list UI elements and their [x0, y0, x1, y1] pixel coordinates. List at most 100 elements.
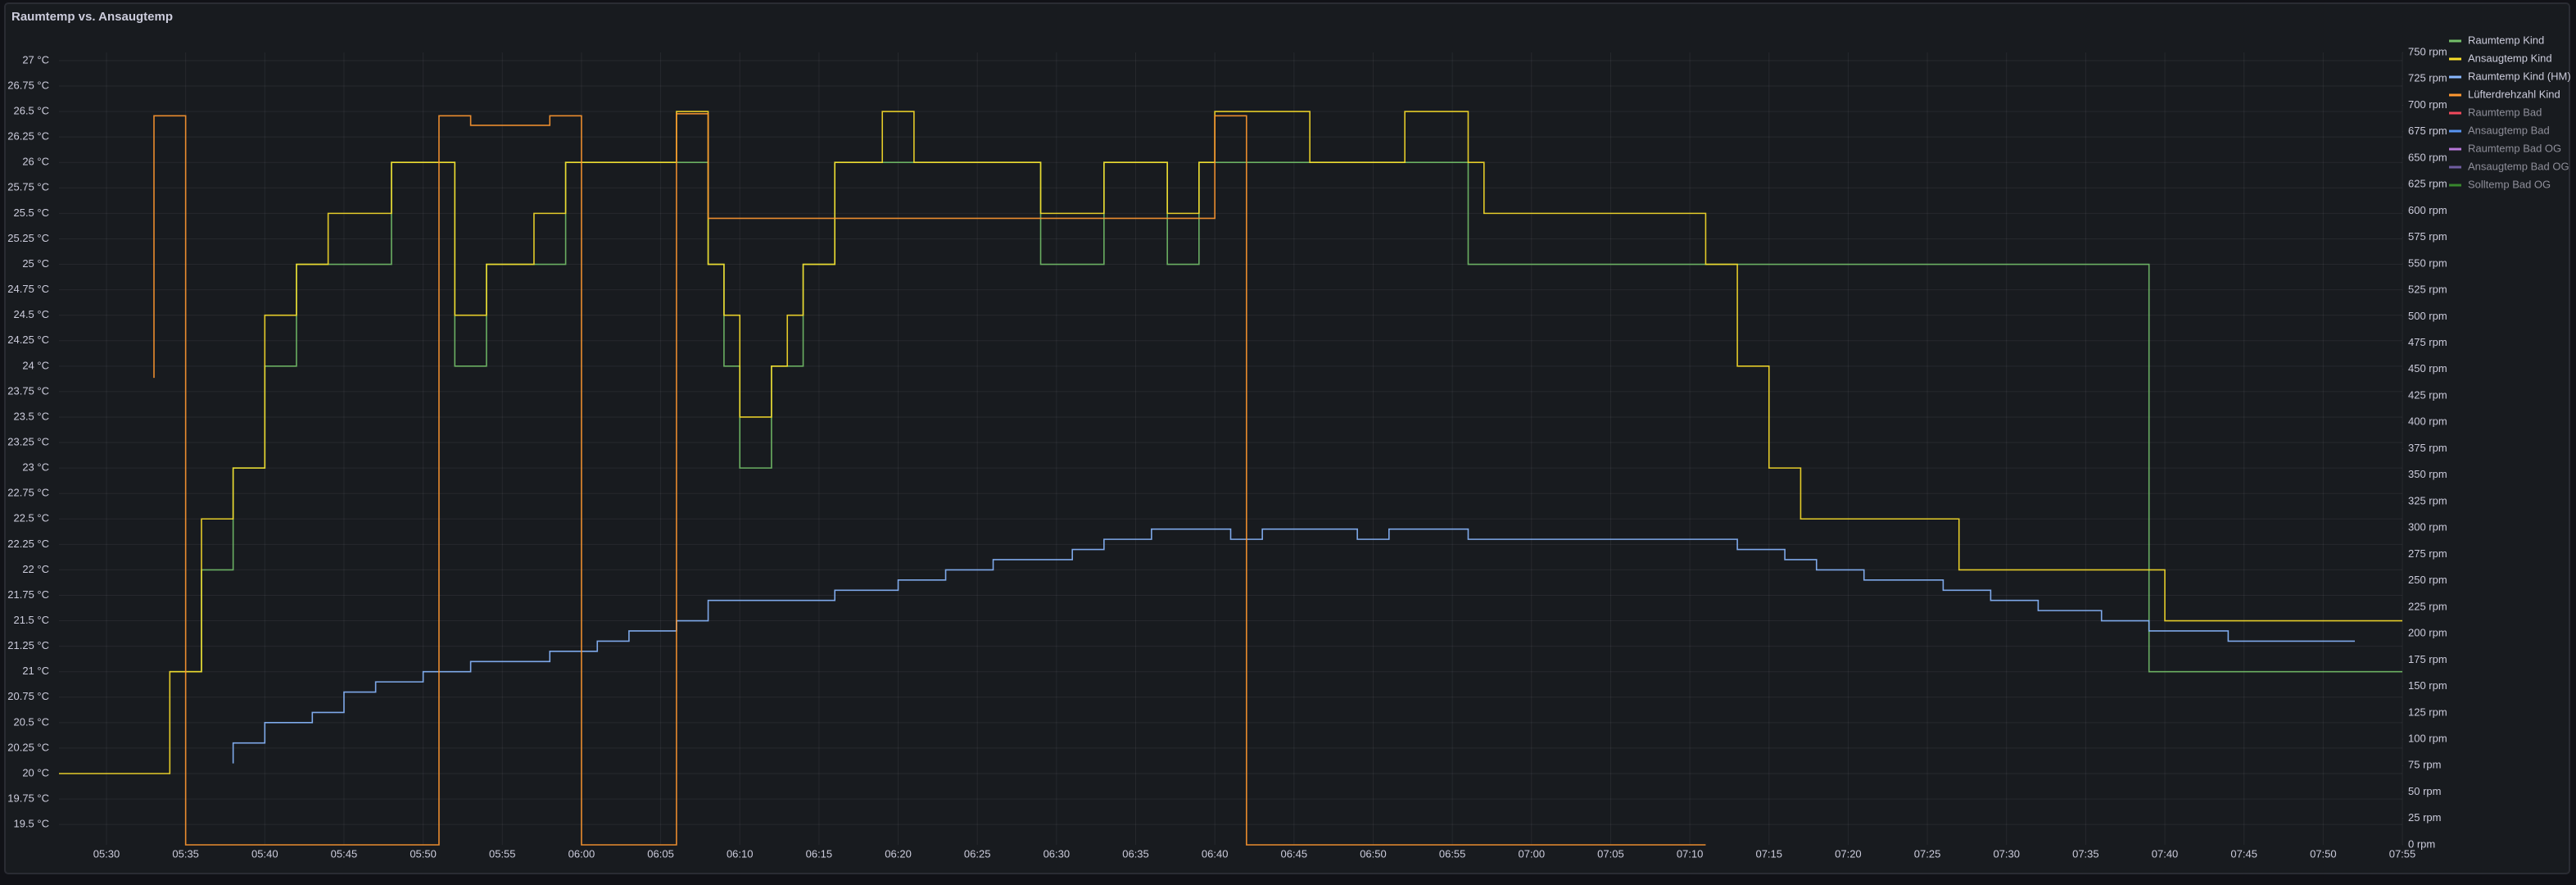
y-tick-label: 21.5 °C	[13, 614, 49, 626]
y2-tick-label: 400 rpm	[2408, 415, 2447, 428]
x-tick-label: 06:40	[1202, 847, 1229, 860]
y2-tick-label: 750 rpm	[2408, 45, 2447, 57]
x-tick-label: 07:45	[2230, 847, 2257, 860]
y2-tick-label: 175 rpm	[2408, 653, 2447, 665]
y2-tick-label: 450 rpm	[2408, 362, 2447, 374]
y2-tick-label: 525 rpm	[2408, 284, 2447, 296]
y-tick-label: 24.25 °C	[7, 334, 49, 346]
legend-label[interactable]: Ansaugtemp Bad	[2468, 124, 2550, 136]
y-tick-label: 21.75 °C	[7, 588, 49, 601]
y-tick-label: 20 °C	[22, 766, 49, 778]
y2-tick-label: 725 rpm	[2408, 72, 2447, 84]
y-tick-label: 26.25 °C	[7, 130, 49, 143]
y2-tick-label: 650 rpm	[2408, 151, 2447, 163]
y-tick-label: 20.25 °C	[7, 741, 49, 753]
x-tick-label: 07:35	[2072, 847, 2099, 860]
x-tick-label: 05:30	[93, 847, 120, 860]
x-tick-label: 07:05	[1597, 847, 1624, 860]
x-tick-label: 07:10	[1677, 847, 1704, 860]
y-tick-label: 19.5 °C	[13, 818, 49, 830]
y2-tick-label: 700 rpm	[2408, 98, 2447, 111]
x-tick-label: 05:35	[172, 847, 199, 860]
series-line	[59, 111, 2402, 774]
x-tick-label: 06:05	[647, 847, 674, 860]
y2-tick-label: 350 rpm	[2408, 468, 2447, 480]
x-tick-label: 05:40	[251, 847, 278, 860]
y2-tick-label: 225 rpm	[2408, 600, 2447, 612]
y-tick-label: 27 °C	[22, 53, 49, 66]
x-tick-label: 07:50	[2310, 847, 2337, 860]
y-tick-label: 21 °C	[22, 665, 49, 677]
x-tick-label: 06:30	[1044, 847, 1071, 860]
legend-label[interactable]: Raumtemp Kind	[2468, 34, 2544, 46]
x-tick-label: 07:55	[2389, 847, 2416, 860]
y-tick-label: 22.25 °C	[7, 538, 49, 550]
y-tick-label: 22.75 °C	[7, 487, 49, 499]
y2-tick-label: 75 rpm	[2408, 759, 2441, 771]
y2-tick-label: 275 rpm	[2408, 547, 2447, 560]
y-tick-label: 23.75 °C	[7, 384, 49, 397]
series-line	[153, 112, 1706, 846]
y-tick-label: 25.25 °C	[7, 232, 49, 244]
x-tick-label: 07:30	[1993, 847, 2020, 860]
x-tick-label: 05:45	[331, 847, 358, 860]
y2-tick-label: 100 rpm	[2408, 733, 2447, 745]
y2-tick-label: 500 rpm	[2408, 310, 2447, 322]
y-tick-label: 25.75 °C	[7, 181, 49, 193]
y-tick-label: 23.25 °C	[7, 435, 49, 447]
y-tick-label: 20.75 °C	[7, 690, 49, 702]
x-tick-label: 06:35	[1122, 847, 1149, 860]
y2-tick-label: 0 rpm	[2408, 837, 2435, 850]
y-tick-label: 21.25 °C	[7, 639, 49, 651]
y-tick-label: 23 °C	[22, 461, 49, 474]
y2-tick-label: 300 rpm	[2408, 521, 2447, 533]
legend-label[interactable]: Ansaugtemp Kind	[2468, 52, 2552, 64]
y2-tick-label: 625 rpm	[2408, 178, 2447, 190]
x-tick-label: 06:25	[964, 847, 991, 860]
x-tick-label: 06:45	[1281, 847, 1308, 860]
y2-tick-label: 575 rpm	[2408, 230, 2447, 243]
y2-tick-label: 125 rpm	[2408, 706, 2447, 718]
y-tick-label: 25.5 °C	[13, 206, 49, 219]
x-tick-label: 06:10	[727, 847, 754, 860]
x-tick-label: 07:20	[1835, 847, 1862, 860]
y2-tick-label: 150 rpm	[2408, 679, 2447, 692]
y-tick-label: 26 °C	[22, 156, 49, 168]
y2-tick-label: 325 rpm	[2408, 494, 2447, 506]
legend-label[interactable]: Solltemp Bad OG	[2468, 178, 2551, 190]
x-tick-label: 07:00	[1519, 847, 1546, 860]
y2-tick-label: 50 rpm	[2408, 785, 2441, 797]
x-tick-label: 05:55	[489, 847, 516, 860]
y-tick-label: 24.75 °C	[7, 283, 49, 295]
y-tick-label: 26.75 °C	[7, 79, 49, 91]
y-tick-label: 23.5 °C	[13, 410, 49, 422]
y-tick-label: 20.5 °C	[13, 715, 49, 728]
y2-tick-label: 600 rpm	[2408, 204, 2447, 216]
y2-tick-label: 475 rpm	[2408, 336, 2447, 348]
y-tick-label: 22.5 °C	[13, 512, 49, 524]
legend-label[interactable]: Raumtemp Kind (HM)	[2468, 70, 2571, 82]
y2-tick-label: 250 rpm	[2408, 574, 2447, 586]
y2-tick-label: 425 rpm	[2408, 388, 2447, 401]
legend-label[interactable]: Raumtemp Bad	[2468, 106, 2542, 118]
x-tick-label: 07:40	[2152, 847, 2179, 860]
y-tick-label: 24.5 °C	[13, 308, 49, 320]
x-tick-label: 06:55	[1439, 847, 1466, 860]
panel-title[interactable]: Raumtemp vs. Ansaugtemp	[11, 10, 173, 24]
x-tick-label: 07:15	[1755, 847, 1782, 860]
x-tick-label: 06:20	[885, 847, 912, 860]
y2-tick-label: 550 rpm	[2408, 256, 2447, 269]
x-tick-label: 06:50	[1360, 847, 1387, 860]
y-tick-label: 19.75 °C	[7, 792, 49, 805]
y-tick-label: 26.5 °C	[13, 105, 49, 117]
x-tick-label: 06:00	[568, 847, 595, 860]
legend-label[interactable]: Lüfterdrehzahl Kind	[2468, 88, 2560, 100]
y2-tick-label: 375 rpm	[2408, 442, 2447, 454]
x-tick-label: 06:15	[806, 847, 833, 860]
legend-label[interactable]: Raumtemp Bad OG	[2468, 142, 2561, 154]
y2-tick-label: 200 rpm	[2408, 627, 2447, 639]
legend-label[interactable]: Ansaugtemp Bad OG	[2468, 160, 2569, 172]
y-tick-label: 25 °C	[22, 257, 49, 270]
